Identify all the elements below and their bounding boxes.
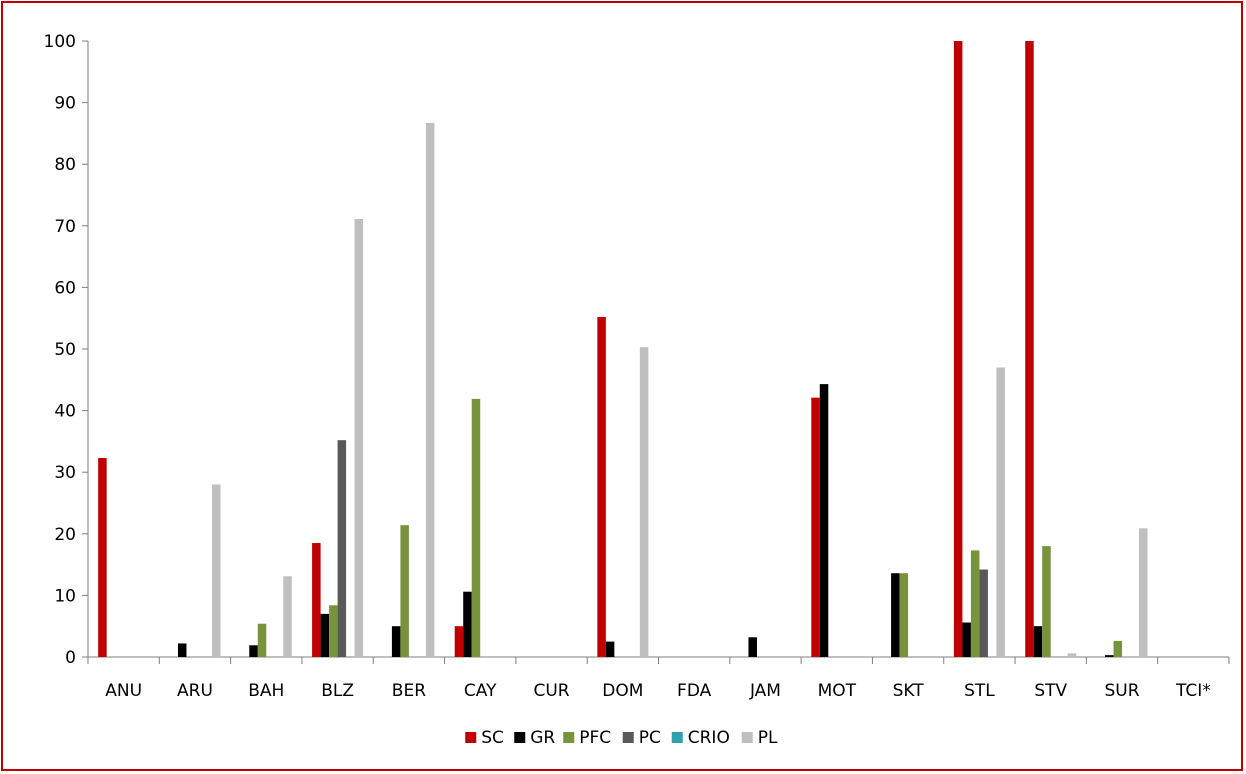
x-tick-label: BLZ [321,681,354,701]
legend-label: PFC [579,728,611,748]
legend: SC GR PFC PC CRIO PL [465,728,778,748]
bar-gr-stl [962,622,971,657]
legend-label: PC [639,728,661,748]
legend-item-crio: CRIO [671,728,730,748]
bar-pl-dom [639,347,649,657]
y-tick-label: 70 [54,217,76,237]
legend-swatch [622,732,634,743]
legend-label: PL [758,728,778,748]
x-tick-label: ANU [105,681,142,701]
bar-gr-stv [1033,626,1043,657]
legend-item-pfc: PFC [563,728,611,748]
y-tick-label: 80 [54,155,76,175]
bar-sc-dom [597,316,606,657]
bar-gr-ber [391,626,401,657]
legend-swatch [671,732,683,743]
legend-item-pl: PL [741,728,778,748]
tick-labels: 0 10 20 30 40 50 60 70 80 90 100 ANU ARU BAH BLZ BER CAY… [44,32,1211,701]
bar-pfc-sur [1113,640,1123,657]
bar-sc-stl [953,41,963,657]
bar-pfc-cay [471,398,481,657]
x-tick-label: SKT [893,681,925,701]
bar-gr-mot [819,384,829,657]
legend-label: CRIO [688,728,730,748]
y-tick-label: 100 [44,32,76,52]
bar-sc-blz [312,543,321,657]
bar-pl-stv [1067,653,1077,657]
bar-sc-stv [1025,41,1034,657]
legend-item-gr: GR [514,728,555,748]
x-tick-label: ARU [177,681,213,701]
x-tick-label: FDA [677,681,712,701]
legend-label: SC [481,728,504,748]
y-tick-label: 30 [54,463,76,483]
y-tick-label: 20 [54,525,76,545]
y-tick-label: 40 [54,402,76,422]
bar-gr-skt [891,573,900,657]
x-tick-label: SUR [1105,681,1140,701]
y-tick-label: 50 [54,340,76,360]
bar-gr-bah [249,645,258,657]
bar-pfc-stl [970,550,980,657]
x-tick-label: MOT [818,681,857,701]
legend-swatch [514,732,526,743]
bars [98,41,1148,658]
y-tick-label: 60 [54,278,76,298]
bar-gr-jam [748,637,757,657]
y-tick-label: 90 [54,94,76,114]
bar-pl-bah [283,576,292,657]
x-tick-label: CAY [464,681,497,701]
legend-swatch [741,732,753,743]
legend-swatch [465,732,477,743]
bar-pl-aru [211,484,221,657]
x-tick-label: CUR [533,681,569,701]
bar-gr-sur [1105,655,1114,657]
y-tick-label: 10 [54,586,76,606]
bar-gr-dom [605,641,615,657]
legend-item-sc: SC [465,728,504,748]
x-tick-label: JAM [749,681,781,701]
bar-sc-anu [98,458,107,657]
bar-sc-cay [454,626,464,657]
bar-pfc-stv [1042,546,1051,657]
x-tick-label: DOM [602,681,643,701]
bar-gr-aru [177,643,187,657]
y-tick-label: 0 [65,648,76,668]
legend-swatch [563,732,575,743]
bar-gr-blz [320,613,330,657]
bar-pl-stl [996,367,1005,657]
legend-label: GR [530,728,555,748]
bar-pl-sur [1139,528,1148,657]
bar-pfc-blz [329,605,338,657]
bar-pl-blz [354,219,364,658]
legend-item-pc: PC [622,728,661,748]
bar-pfc-ber [400,525,409,657]
x-tick-label: STL [964,681,995,701]
bar-gr-cay [463,591,472,657]
bar-pfc-bah [257,623,267,657]
x-tick-label: BER [392,681,426,701]
bar-pc-blz [337,440,347,657]
bar-pfc-skt [899,573,909,657]
bar-chart: 0 10 20 30 40 50 60 70 80 90 100 ANU ARU BAH BLZ BER CAY… [44,32,1230,748]
x-tick-label: TCI* [1175,681,1211,701]
x-tick-label: STV [1034,681,1067,701]
bar-pc-stl [979,569,988,657]
bar-sc-mot [811,397,820,657]
bar-pl-ber [425,122,435,658]
axes [82,40,1230,664]
x-tick-label: BAH [248,681,284,701]
